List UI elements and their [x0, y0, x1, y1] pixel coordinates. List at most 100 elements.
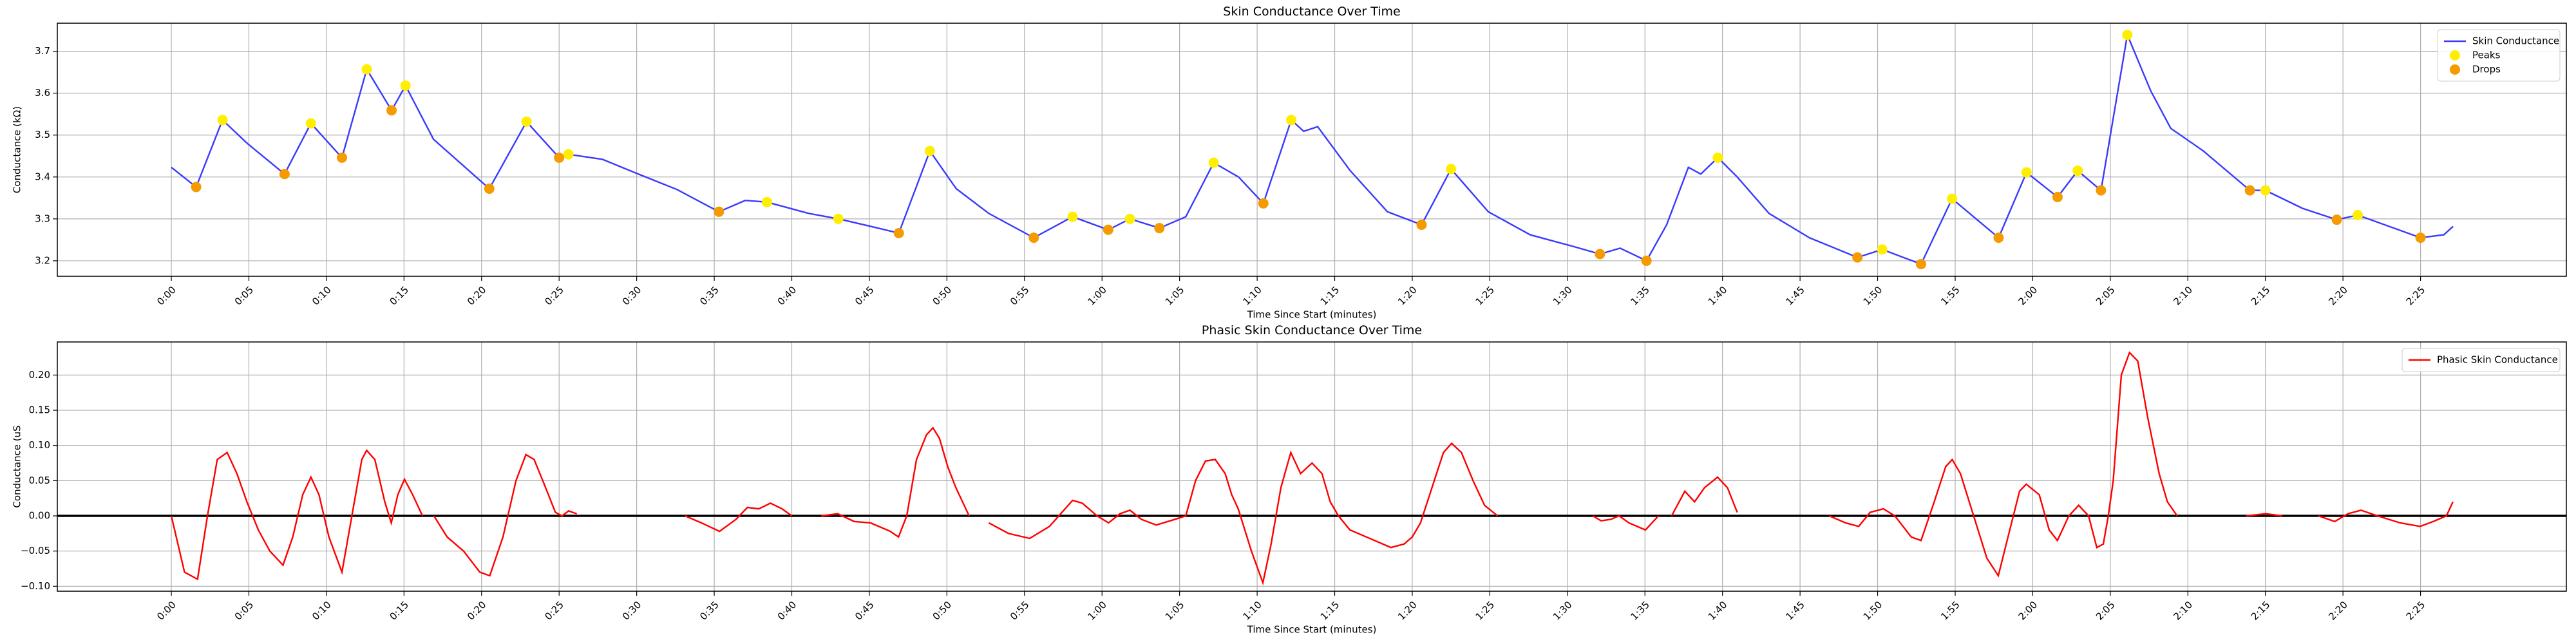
x-tick-label: 1:25	[1473, 284, 1497, 308]
y-tick-label: 3.3	[35, 213, 50, 224]
data-point	[1103, 224, 1113, 235]
x-tick-label: 1:35	[1628, 599, 1652, 623]
x-tick-label: 1:50	[1861, 599, 1885, 623]
x-tick-label: 1:10	[1240, 599, 1264, 623]
y-tick-label: 0.15	[29, 404, 50, 416]
y-axis-label: Conductance (uS	[12, 425, 23, 507]
data-point	[484, 184, 495, 194]
data-point	[1154, 223, 1165, 234]
data-point	[1947, 193, 1958, 204]
data-point	[400, 80, 411, 91]
data-line	[170, 351, 2454, 586]
data-point	[2096, 185, 2107, 196]
x-tick-label: 2:05	[2094, 599, 2117, 623]
x-tick-label: 0:00	[155, 284, 178, 308]
data-point	[761, 196, 772, 207]
data-point	[563, 149, 574, 160]
data-point	[1416, 219, 1427, 230]
x-tick-label: 0:55	[1008, 284, 1032, 308]
data-point	[1595, 249, 1605, 260]
data-line	[171, 32, 2454, 265]
data-point	[2021, 167, 2032, 178]
data-point	[2052, 192, 2063, 203]
x-tick-label: 0:50	[931, 599, 954, 623]
data-point	[1446, 164, 1457, 175]
legend-box	[2401, 348, 2561, 372]
x-tick-label: 0:45	[853, 284, 876, 308]
data-point	[924, 146, 935, 156]
x-tick-label: 1:05	[1163, 599, 1187, 623]
x-tick-label: 0:20	[465, 599, 489, 623]
axes-frame	[57, 23, 2567, 277]
x-tick-label: 1:30	[1551, 284, 1575, 308]
x-tick-label: 0:15	[388, 284, 412, 308]
x-tick-label: 0:50	[931, 284, 954, 308]
y-tick-label: −0.05	[21, 545, 50, 556]
y-tick-label: 3.7	[35, 45, 50, 57]
x-tick-label: 0:00	[155, 599, 178, 623]
data-point	[2260, 185, 2271, 196]
x-tick-label: 0:40	[775, 599, 799, 623]
x-tick-label: 0:40	[775, 284, 799, 308]
x-tick-label: 1:55	[1938, 284, 1962, 308]
x-tick-label: 0:35	[697, 599, 721, 623]
x-tick-label: 2:00	[2016, 599, 2040, 623]
chart-panel: Phasic Skin Conductance Over Time 0:00 0:0…	[12, 323, 2567, 636]
x-tick-label: 1:05	[1163, 284, 1187, 308]
data-point	[386, 105, 397, 116]
legend-label: Skin Conductance	[2472, 35, 2559, 47]
legend-box	[2437, 29, 2561, 82]
legend-swatch	[2450, 50, 2460, 61]
data-point	[2415, 232, 2426, 243]
data-point	[2244, 185, 2255, 196]
data-point	[1286, 115, 1297, 126]
y-tick-label: 3.6	[35, 87, 50, 99]
data-point	[714, 206, 724, 217]
x-tick-label: 1:15	[1318, 599, 1342, 623]
x-tick-label: 2:20	[2326, 284, 2350, 308]
x-tick-label: 1:10	[1240, 284, 1264, 308]
data-point	[336, 152, 347, 163]
data-point	[1993, 232, 2004, 243]
data-point	[2072, 166, 2083, 176]
x-tick-label: 1:20	[1396, 284, 1419, 308]
x-tick-label: 2:25	[2404, 284, 2428, 308]
x-tick-label: 1:50	[1861, 284, 1885, 308]
x-tick-label: 1:45	[1783, 284, 1807, 308]
data-point	[521, 116, 532, 127]
data-point	[1067, 211, 1078, 222]
x-tick-label: 0:55	[1008, 599, 1032, 623]
x-tick-label: 0:30	[620, 284, 644, 308]
data-point	[279, 169, 290, 180]
x-tick-label: 0:25	[542, 599, 566, 623]
x-tick-label: 0:10	[310, 599, 334, 623]
data-point	[2353, 210, 2363, 221]
chart-title: Skin Conductance Over Time	[1223, 5, 1400, 19]
data-point	[305, 118, 316, 129]
x-tick-label: 1:15	[1318, 284, 1342, 308]
x-tick-label: 0:20	[465, 284, 489, 308]
x-tick-label: 1:00	[1085, 284, 1109, 308]
y-tick-label: 0.00	[29, 510, 50, 522]
data-point	[191, 182, 202, 193]
y-axis-label: Conductance (kΩ)	[12, 106, 23, 193]
x-tick-label: 1:40	[1706, 599, 1730, 623]
x-tick-label: 1:25	[1473, 599, 1497, 623]
data-point	[1712, 152, 1723, 163]
data-point	[1877, 244, 1888, 255]
x-tick-label: 1:30	[1551, 599, 1575, 623]
legend-label: Peaks	[2472, 50, 2501, 61]
x-tick-label: 2:15	[2249, 284, 2273, 308]
x-tick-label: 1:35	[1628, 284, 1652, 308]
x-tick-label: 1:00	[1085, 599, 1109, 623]
data-point	[893, 227, 904, 238]
x-tick-label: 2:10	[2171, 599, 2195, 623]
x-tick-label: 2:25	[2404, 599, 2428, 623]
data-point	[2122, 30, 2133, 41]
x-tick-label: 1:20	[1396, 599, 1419, 623]
y-tick-label: 3.4	[35, 171, 50, 182]
x-axis-label: Time Since Start (minutes)	[1247, 309, 1377, 321]
data-point	[1208, 157, 1219, 168]
chart-title: Phasic Skin Conductance Over Time	[1202, 323, 1422, 337]
data-point	[1124, 213, 1135, 224]
